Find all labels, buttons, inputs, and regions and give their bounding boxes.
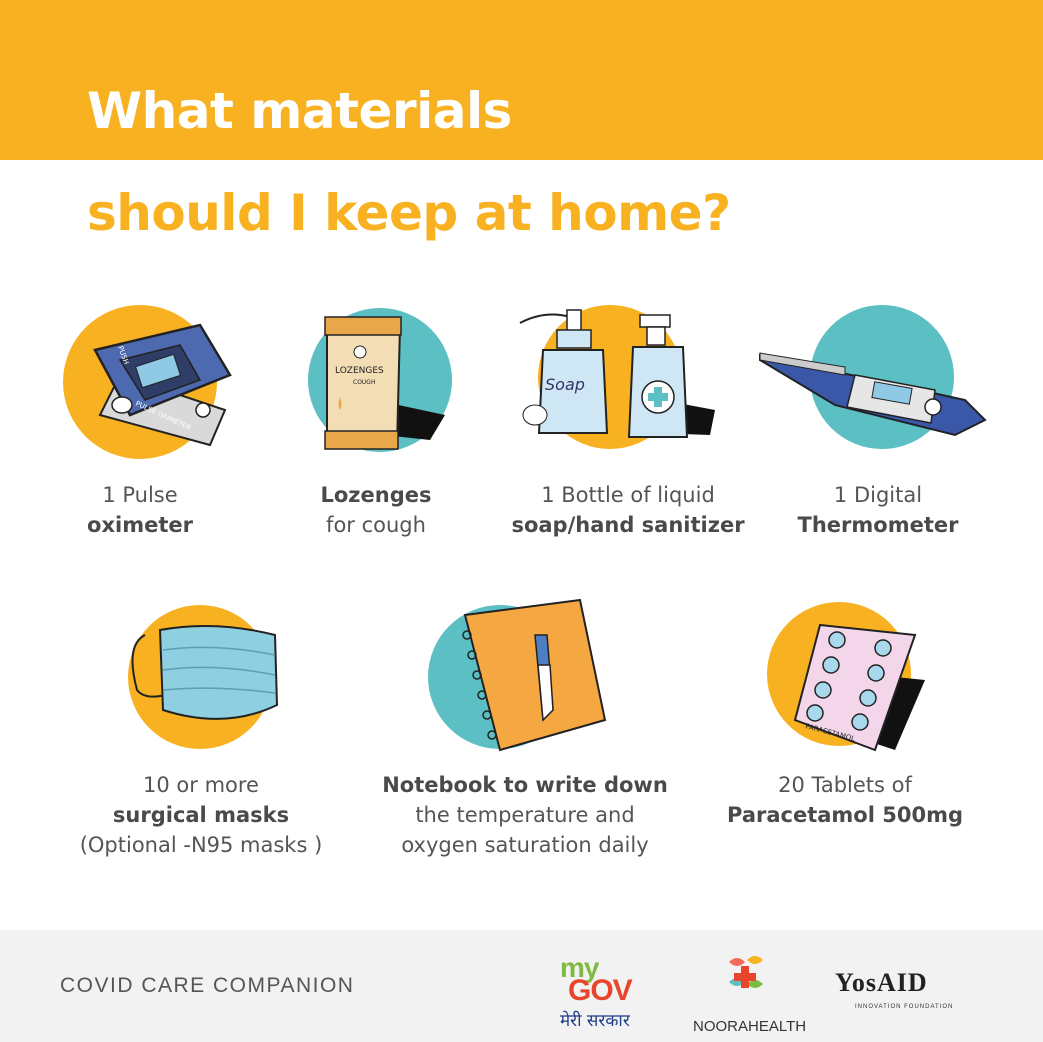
item-1-line1: 1 Pulse <box>102 483 178 507</box>
soap-label: Soap <box>545 375 585 394</box>
item-4-line2: Thermometer <box>797 513 959 537</box>
footer: COVID CARE COMPANION my GOV मेरी सरकार N… <box>0 930 1043 1042</box>
lozenges-icon: LOZENGES COUGH <box>308 308 452 452</box>
item-5-line1: 10 or more <box>143 773 259 797</box>
item-5-line3: (Optional -N95 masks ) <box>79 833 323 857</box>
soap-sanitizer-icon: Soap <box>519 305 715 449</box>
paracetamol-icon: PARACETAMOL <box>767 602 925 752</box>
item-3-line1: 1 Bottle of liquid <box>541 483 715 507</box>
item-2-line1: Lozenges <box>320 483 432 507</box>
yosaid-logo[interactable]: YosAID INNOVATION FOUNDATION <box>835 960 954 1020</box>
surgical-mask-icon <box>128 605 279 749</box>
item-6-line2: the temperature and <box>415 803 635 827</box>
noorahealth-mark-icon <box>729 956 763 988</box>
header-banner: What materials <box>0 0 1043 160</box>
yosaid-text: YosAID <box>835 968 928 997</box>
mygov-logo[interactable]: my GOV मेरी सरकार <box>560 952 660 1032</box>
item-3-line2: soap/hand sanitizer <box>511 513 745 537</box>
notebook-icon <box>428 598 607 752</box>
mygov-gov-text: GOV <box>568 974 633 1007</box>
page-title-line2: should I keep at home? <box>87 184 731 242</box>
item-6-line3: oxygen saturation daily <box>401 833 649 857</box>
item-6-line1: Notebook to write down <box>382 773 668 797</box>
page-title-line1: What materials <box>87 82 512 140</box>
mygov-my-text: my <box>560 952 599 983</box>
lozenges-sub-label: COUGH <box>353 379 375 386</box>
item-1-line2: oximeter <box>87 513 193 537</box>
footer-label: COVID CARE COMPANION <box>60 974 355 997</box>
pulse-oximeter-icon: PULSE OXIMETER PUSH <box>63 305 232 459</box>
yosaid-sub-text: INNOVATION FOUNDATION <box>855 1004 954 1010</box>
item-4-line1: 1 Digital <box>833 483 923 507</box>
mygov-hindi-text: मेरी सरकार <box>560 1011 630 1031</box>
item-5-line2: surgical masks <box>112 803 290 827</box>
noorahealth-text: NOORAHEALTH <box>693 1018 807 1035</box>
noorahealth-logo[interactable]: NOORAHEALTH <box>693 952 807 1035</box>
item-7-line1: 20 Tablets of <box>778 773 912 797</box>
lozenges-label: LOZENGES <box>335 366 384 376</box>
item-2-line2: for cough <box>326 513 426 537</box>
thermometer-icon <box>759 305 987 449</box>
item-7-line2: Paracetamol 500mg <box>727 803 963 827</box>
